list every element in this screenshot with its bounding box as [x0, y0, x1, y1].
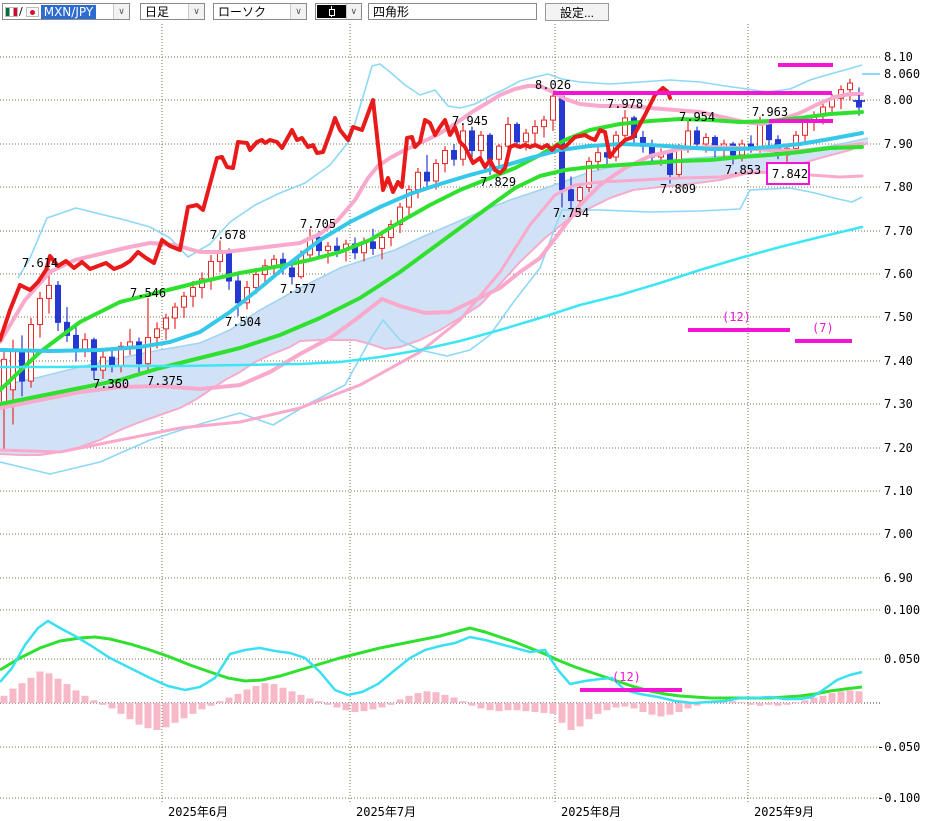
svg-text:7.20: 7.20 [884, 441, 913, 455]
svg-text:8.026: 8.026 [535, 78, 571, 92]
svg-text:7.10: 7.10 [884, 484, 913, 498]
svg-text:7.809: 7.809 [660, 182, 696, 196]
settings-button[interactable]: 設定... [545, 3, 609, 21]
mexico-flag-icon [5, 6, 18, 17]
svg-text:7.30: 7.30 [884, 397, 913, 411]
overlay-red-line [0, 86, 672, 342]
svg-text:2025年9月: 2025年9月 [754, 805, 814, 819]
chevron-down-icon[interactable]: ∨ [188, 4, 204, 19]
pair-selector[interactable]: / MXN/JPY ∨ [2, 3, 130, 20]
swing-price-labels: 7.614 7.546 7.678 7.504 7.577 7.705 7.360 7.375… [22, 78, 788, 391]
svg-text:7.978: 7.978 [607, 97, 643, 111]
svg-text:7.829: 7.829 [480, 175, 516, 189]
svg-text:7.375: 7.375 [147, 374, 183, 388]
candle-color-selector[interactable]: ∨ [315, 3, 362, 20]
svg-text:-0.100: -0.100 [877, 791, 920, 805]
band-pink-upper [0, 84, 864, 344]
time-axis: 2025年6月 2025年7月 2025年8月 2025年9月 [168, 805, 814, 819]
bollinger-lower [0, 187, 863, 475]
toolbar: / MXN/JPY ∨ 日足 ∨ ローソク ∨ ∨ 四角形 設定... [0, 0, 936, 23]
macd-signal-line [0, 626, 863, 700]
svg-text:7.360: 7.360 [93, 377, 129, 391]
price-cursor [853, 95, 865, 107]
chart-type-selector[interactable]: ローソク ∨ [213, 3, 307, 20]
svg-text:7.00: 7.00 [884, 527, 913, 541]
svg-text:(7): (7) [812, 321, 834, 335]
timeframe-selector[interactable]: 日足 ∨ [140, 3, 205, 20]
macd-annotation-label: (12) [612, 670, 641, 684]
ma-cyan [0, 131, 864, 353]
svg-text:7.504: 7.504 [225, 315, 261, 329]
timeframe-label: 日足 [145, 5, 170, 19]
svg-text:7.50: 7.50 [884, 310, 913, 324]
drawing-annotations[interactable]: (12) (7) 7.842 [553, 63, 852, 343]
price-axis: 8.10 8.00 7.90 7.80 7.70 7.60 7.50 7.40 7.30 7.20… [862, 50, 920, 805]
svg-text:0.050: 0.050 [884, 652, 920, 666]
svg-text:7.853: 7.853 [725, 163, 761, 177]
pair-separator: / [19, 5, 23, 18]
svg-text:7.842: 7.842 [772, 167, 808, 181]
svg-text:6.90: 6.90 [884, 571, 913, 585]
svg-text:7.70: 7.70 [884, 224, 913, 238]
svg-text:7.705: 7.705 [300, 217, 336, 231]
macd-pane: (12) [0, 619, 863, 730]
svg-text:2025年7月: 2025年7月 [356, 805, 416, 819]
current-price-label: 8.060 [884, 67, 920, 81]
drawing-tool-label: 四角形 [373, 5, 410, 19]
pair-label: MXN/JPY [40, 4, 97, 19]
svg-text:7.945: 7.945 [452, 114, 488, 128]
svg-text:7.577: 7.577 [280, 282, 316, 296]
chevron-down-icon[interactable]: ∨ [113, 4, 129, 19]
macd-line [0, 619, 863, 705]
svg-text:2025年6月: 2025年6月 [168, 805, 228, 819]
drawing-tool-field[interactable]: 四角形 [368, 3, 537, 20]
svg-text:7.80: 7.80 [884, 180, 913, 194]
svg-text:0.100: 0.100 [884, 603, 920, 617]
japan-flag-icon [25, 6, 39, 17]
settings-button-label: 設定... [559, 5, 594, 20]
svg-text:7.963: 7.963 [752, 105, 788, 119]
svg-text:7.678: 7.678 [210, 228, 246, 242]
ma-green-slow [0, 145, 864, 406]
candle-swatch-icon [317, 5, 346, 18]
svg-text:-0.050: -0.050 [877, 740, 920, 754]
svg-text:7.60: 7.60 [884, 267, 913, 281]
candle-icon [328, 6, 335, 17]
chevron-down-icon[interactable]: ∨ [345, 4, 361, 19]
svg-text:7.954: 7.954 [679, 110, 715, 124]
ma-green-fast [0, 110, 864, 392]
svg-text:(12): (12) [722, 310, 751, 324]
band-pink-lower [0, 170, 864, 454]
chevron-down-icon[interactable]: ∨ [290, 4, 306, 19]
svg-text:7.90: 7.90 [884, 137, 913, 151]
svg-text:7.614: 7.614 [22, 256, 58, 270]
svg-text:2025年8月: 2025年8月 [561, 805, 621, 819]
ma-cyan-long [0, 225, 864, 369]
svg-text:8.10: 8.10 [884, 50, 913, 64]
chart-type-label: ローソク [218, 5, 267, 19]
svg-text:7.546: 7.546 [130, 286, 166, 300]
svg-text:8.00: 8.00 [884, 93, 913, 107]
svg-text:7.754: 7.754 [553, 206, 589, 220]
svg-text:7.40: 7.40 [884, 354, 913, 368]
